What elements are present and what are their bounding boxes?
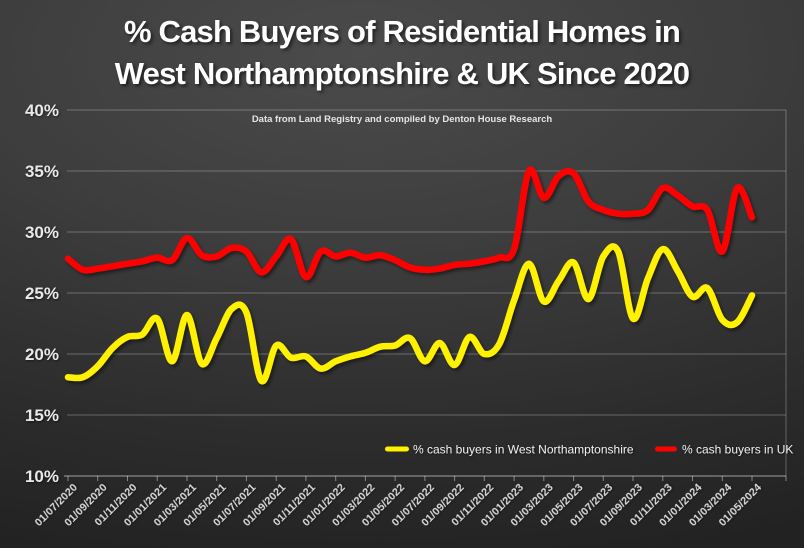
y-axis-labels: 10% 15% 20% 25% 30% 35% 40%	[25, 101, 59, 486]
y-axis-label: 40%	[25, 101, 59, 120]
y-axis-label: 30%	[25, 223, 59, 242]
x-axis: 01/07/202001/09/202001/11/202001/01/2021…	[33, 475, 787, 529]
legend-label-west-northamptonshire: % cash buyers in West Northamptonshire	[413, 443, 634, 457]
y-axis-label: 15%	[25, 406, 59, 425]
y-axis-label: 35%	[25, 162, 59, 181]
chart-title-line1: % Cash Buyers of Residential Homes in	[124, 14, 680, 49]
series-line-west-northamptonshire	[64, 243, 756, 385]
chart-title-line2: West Northamptonshire & UK Since 2020	[115, 56, 689, 91]
legend-swatch-west-northamptonshire	[385, 446, 409, 452]
legend: % cash buyers in West Northamptonshire %…	[385, 443, 793, 457]
gridlines	[67, 109, 787, 476]
y-axis-label: 25%	[25, 284, 59, 303]
legend-label-uk: % cash buyers in UK	[682, 443, 793, 457]
legend-swatch-uk	[655, 446, 677, 452]
series-lines	[64, 166, 756, 385]
y-axis-label: 20%	[25, 345, 59, 364]
y-axis-label: 10%	[25, 467, 59, 486]
series-line-uk	[64, 166, 756, 281]
chart-subtitle: Data from Land Registry and compiled by …	[252, 114, 553, 125]
